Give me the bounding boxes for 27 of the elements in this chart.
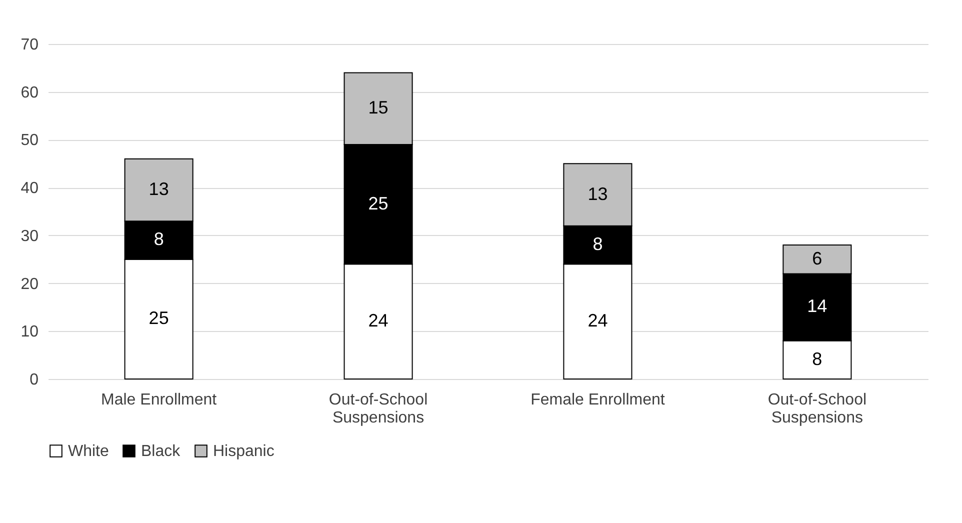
data-label: 6 — [812, 248, 822, 268]
x-tick-label: Out-of-School Suspensions — [328, 392, 428, 426]
data-label: 13 — [148, 178, 169, 199]
y-tick-label: 10 — [20, 324, 39, 341]
y-tick-label: 0 — [30, 372, 39, 388]
y-tick-label: 30 — [20, 228, 39, 245]
legend-label: White — [68, 443, 109, 460]
data-label: 25 — [368, 193, 388, 214]
x-tick-label: Female Enrollment — [530, 392, 666, 408]
data-label: 15 — [368, 98, 388, 118]
y-tick-label: 50 — [20, 132, 39, 150]
x-tick-label: Out-of-School Suspensions — [768, 392, 867, 426]
y-tick-label: 60 — [20, 84, 39, 102]
data-label: 8 — [812, 348, 822, 369]
y-tick-label: 40 — [20, 180, 39, 198]
data-label: 13 — [588, 184, 608, 204]
y-tick-label: 70 — [20, 36, 39, 54]
legend-label: Hispanic — [213, 443, 274, 460]
data-label: 25 — [148, 308, 169, 328]
x-tick-label: Male Enrollment — [101, 392, 218, 408]
data-label: 14 — [807, 296, 828, 316]
data-label: 24 — [588, 310, 608, 331]
data-label: 8 — [154, 229, 164, 250]
data-label: 8 — [592, 234, 603, 254]
y-tick-label: 20 — [20, 276, 39, 293]
data-label: 24 — [368, 310, 388, 331]
legend-label: Black — [141, 443, 182, 460]
